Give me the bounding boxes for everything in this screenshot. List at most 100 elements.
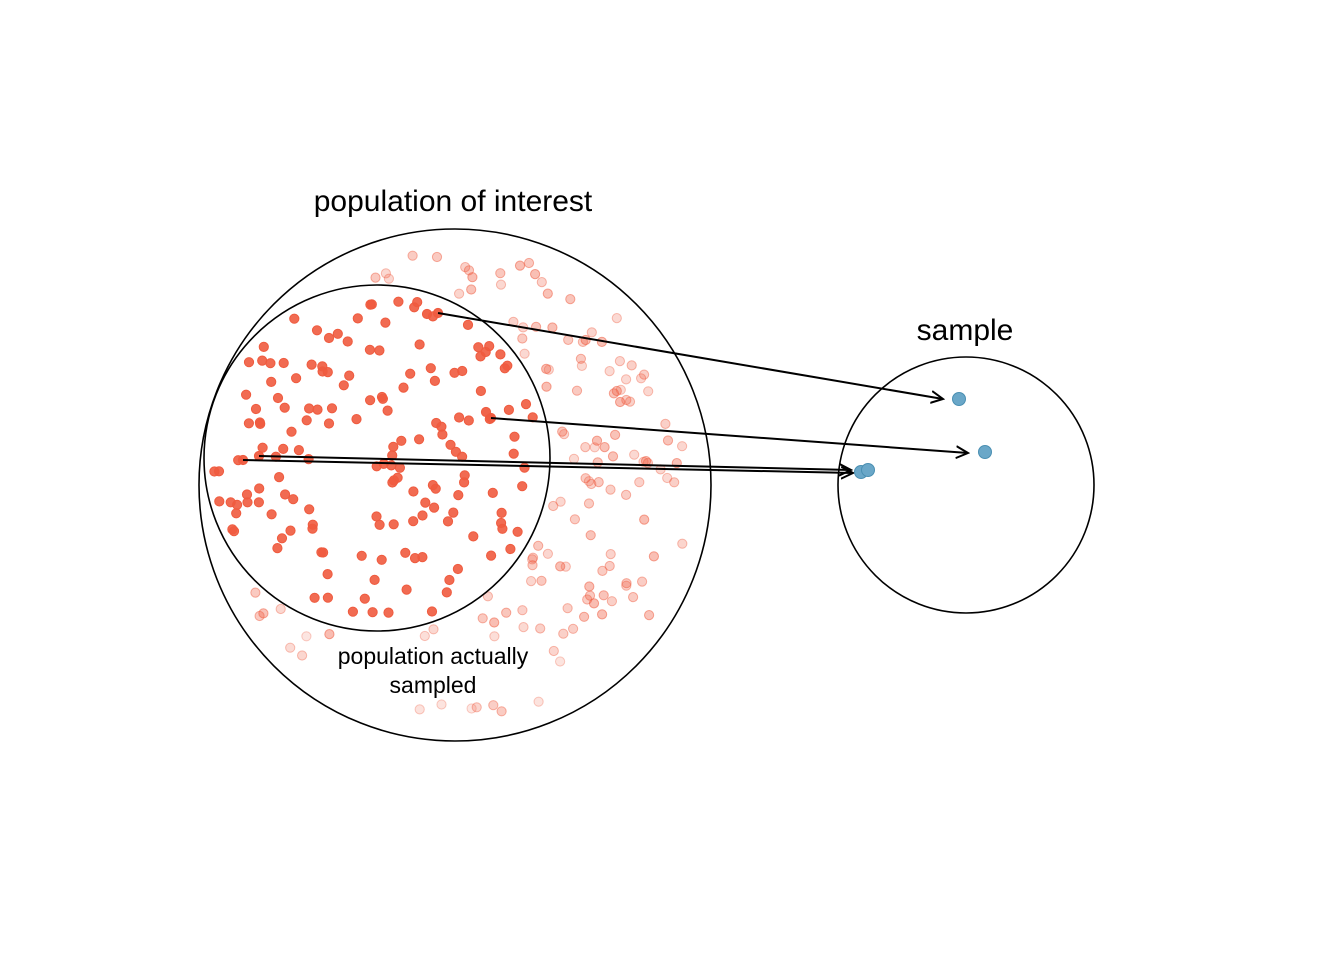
population-point-sampled (344, 370, 355, 381)
population-point-not-sampled (548, 500, 559, 512)
population-point-not-sampled (588, 598, 600, 609)
population-point-not-sampled (669, 477, 680, 488)
population-point-sampled (304, 403, 315, 414)
population-point-sampled (463, 415, 474, 426)
population-point-sampled (342, 336, 353, 347)
population-point-sampled (409, 302, 420, 313)
population-point-not-sampled (301, 631, 312, 642)
population-point-not-sampled (610, 429, 621, 440)
population-point-not-sampled (514, 260, 526, 271)
population-point-sampled (322, 367, 333, 378)
population-point-sampled (258, 341, 269, 352)
population-point-not-sampled (634, 477, 645, 488)
population-point-sampled (209, 466, 220, 477)
population-point-not-sampled (519, 348, 530, 359)
population-point-not-sampled (586, 327, 597, 338)
population-point-not-sampled (297, 650, 308, 661)
population-point-sampled (393, 296, 404, 307)
population-point-sampled (364, 344, 375, 355)
population-point-not-sampled (606, 596, 618, 607)
population-point-sampled (374, 519, 385, 530)
population-point-sampled (266, 509, 277, 520)
population-point-sampled (276, 533, 288, 544)
population-point-not-sampled (527, 554, 538, 565)
population-point-sampled (309, 592, 320, 603)
sample-point (861, 463, 875, 477)
population-point-not-sampled (621, 580, 632, 591)
population-point-not-sampled (599, 442, 610, 453)
population-point-sampled (228, 526, 240, 537)
population-point-not-sampled (584, 581, 595, 592)
population-point-sampled (414, 339, 425, 350)
population-point-sampled (318, 547, 329, 558)
population-point-not-sampled (536, 575, 547, 586)
population-point-not-sampled (575, 353, 587, 364)
sample-points (854, 392, 992, 479)
sample-point (978, 445, 992, 459)
population-point-not-sampled (583, 476, 595, 487)
population-point-not-sampled (454, 288, 465, 299)
population-point-sampled (421, 308, 433, 320)
population-point-not-sampled (428, 624, 439, 635)
population-point-sampled (225, 497, 236, 508)
population-point-sampled (509, 431, 520, 442)
population-point-not-sampled (624, 396, 636, 407)
population-point-not-sampled (501, 607, 512, 618)
population-of-interest-circle (198, 228, 712, 742)
population-point-not-sampled (383, 273, 394, 284)
population-point-not-sampled (660, 418, 671, 429)
population-point-sampled (387, 477, 398, 488)
population-point-not-sampled (431, 251, 443, 263)
population-point-sampled (304, 504, 315, 515)
population-point-not-sampled (558, 628, 569, 639)
population-point-not-sampled (555, 561, 566, 572)
population-point-not-sampled (576, 360, 588, 371)
population-point-not-sampled (436, 699, 447, 710)
population-point-sampled (484, 341, 495, 352)
population-point-sampled (359, 593, 370, 604)
population-point-not-sampled (629, 449, 640, 460)
population-point-sampled (452, 563, 463, 575)
population-point-sampled (519, 462, 530, 473)
population-point-not-sampled (604, 366, 615, 377)
population-point-sampled (326, 403, 338, 414)
population-point-sampled (517, 481, 528, 492)
population-point-sampled (306, 359, 317, 370)
population-point-sampled (266, 376, 277, 387)
population-point-sampled (441, 587, 452, 598)
population-point-sampled (408, 516, 419, 527)
population-point-sampled (288, 494, 299, 505)
population-point-sampled (307, 519, 318, 530)
population-point-sampled (323, 418, 335, 429)
population-point-not-sampled (621, 489, 632, 500)
population-point-not-sampled (489, 617, 500, 628)
population-point-sampled (448, 507, 459, 518)
population-point-sampled (453, 490, 464, 501)
population-point-not-sampled (543, 364, 554, 375)
population-point-sampled (257, 442, 268, 453)
population-point-sampled (322, 592, 333, 603)
population-point-sampled (272, 392, 284, 404)
population-point-sampled (376, 554, 387, 565)
population-point-not-sampled (621, 394, 632, 406)
population-point-sampled (367, 607, 378, 618)
population-point-sampled (388, 519, 399, 530)
population-point-sampled (301, 415, 312, 426)
population-point-not-sampled (569, 514, 581, 525)
population-point-sampled (291, 373, 302, 384)
population-point-sampled (505, 543, 516, 555)
population-point-sampled (398, 382, 409, 393)
population-point-sampled (420, 497, 431, 508)
population-point-not-sampled (615, 396, 626, 408)
population-point-not-sampled (677, 441, 688, 452)
population-point-not-sampled (677, 538, 688, 549)
population-point-sampled (444, 574, 455, 586)
population-point-not-sampled (496, 706, 507, 717)
population-point-not-sampled (533, 540, 544, 551)
population-point-not-sampled (614, 356, 626, 367)
population-point-sampled (347, 606, 358, 617)
population-point-sampled (414, 434, 425, 445)
population-point-not-sampled (585, 530, 596, 541)
population-point-not-sampled (541, 363, 552, 374)
population-point-not-sampled (536, 277, 547, 288)
